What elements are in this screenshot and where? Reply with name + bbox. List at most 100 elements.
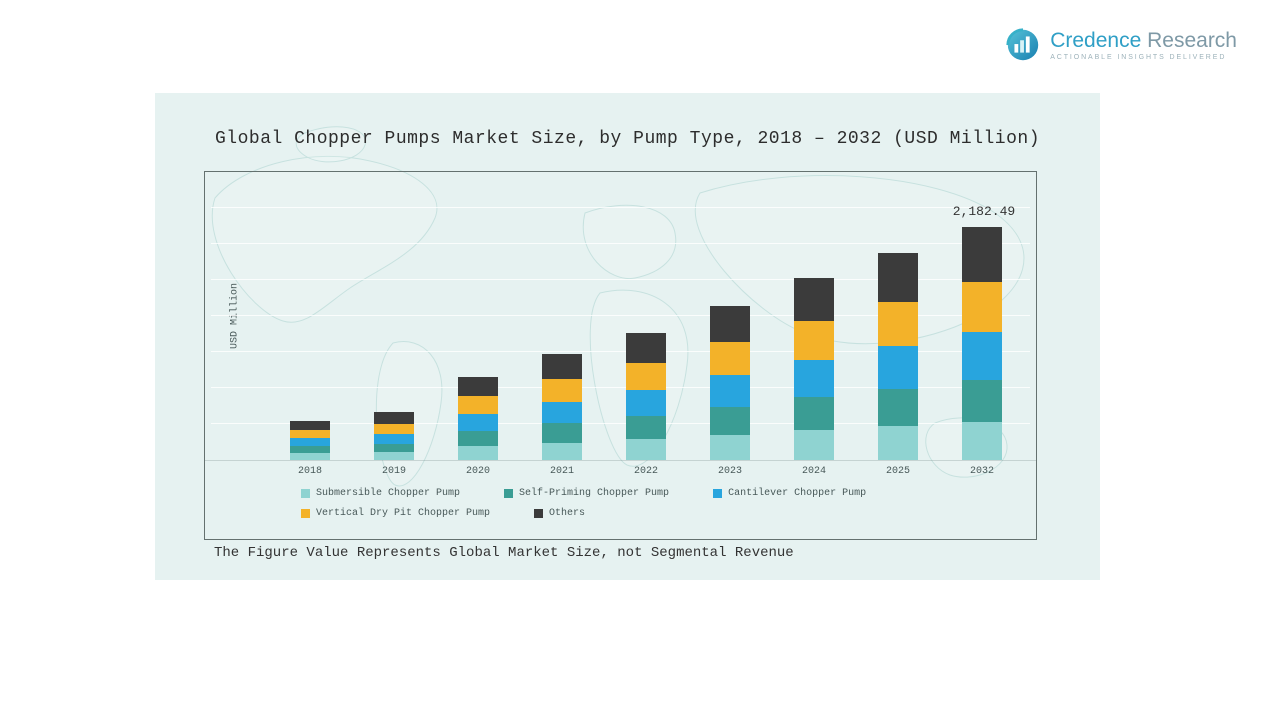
legend-swatch bbox=[301, 509, 310, 518]
x-tick-2023: 2023 bbox=[717, 466, 742, 477]
bar-segment-2018-others bbox=[290, 420, 330, 430]
bar-segment-2019-cantilever-chopper-pump bbox=[374, 433, 414, 444]
bar-segment-2018-submersible-chopper-pump bbox=[290, 453, 330, 460]
bar-segment-2024-self-priming-chopper-pump bbox=[794, 397, 834, 430]
chart-slide: Global Chopper Pumps Market Size, by Pum… bbox=[155, 93, 1100, 580]
bar-segment-2025-submersible-chopper-pump bbox=[878, 425, 918, 460]
bar-segment-2018-self-priming-chopper-pump bbox=[290, 446, 330, 454]
bar-segment-2019-others bbox=[374, 412, 414, 424]
bar-segment-2032-self-priming-chopper-pump bbox=[962, 379, 1002, 422]
legend-item-cantilever-chopper-pump: Cantilever Chopper Pump bbox=[713, 488, 866, 499]
plot-area: USD Million 2,182.49 Submersible Chopper… bbox=[204, 171, 1037, 540]
bar-segment-2022-submersible-chopper-pump bbox=[626, 439, 666, 460]
chart-legend: Submersible Chopper Pump Self-Priming Cho… bbox=[301, 488, 981, 519]
bar-2025 bbox=[878, 252, 918, 460]
bar-segment-2032-others bbox=[962, 227, 1002, 282]
bar-segment-2020-others bbox=[458, 376, 498, 397]
bar-segment-2024-cantilever-chopper-pump bbox=[794, 359, 834, 398]
x-tick-2025: 2025 bbox=[885, 466, 910, 477]
gridline bbox=[211, 315, 1030, 316]
legend-swatch bbox=[713, 489, 723, 498]
x-tick-2032: 2032 bbox=[969, 466, 994, 477]
legend-label: Others bbox=[549, 508, 586, 519]
bar-segment-2032-submersible-chopper-pump bbox=[962, 421, 1002, 460]
legend-item-vertical-dry-pit-chopper-pump: Vertical Dry Pit Chopper Pump bbox=[301, 508, 490, 519]
bar-2032 bbox=[962, 227, 1002, 460]
gridline bbox=[211, 387, 1030, 388]
bar-segment-2019-self-priming-chopper-pump bbox=[374, 443, 414, 453]
gridline bbox=[211, 207, 1030, 208]
bar-segment-2023-cantilever-chopper-pump bbox=[710, 375, 750, 407]
legend-label: Vertical Dry Pit Chopper Pump bbox=[316, 508, 491, 519]
bar-segment-2020-self-priming-chopper-pump bbox=[458, 431, 498, 447]
bar-segment-2023-others bbox=[710, 305, 750, 342]
x-tick-2020: 2020 bbox=[465, 466, 490, 477]
bar-segment-2021-submersible-chopper-pump bbox=[542, 442, 582, 460]
footnote: The Figure Value Represents Global Marke… bbox=[214, 545, 794, 561]
legend-item-submersible-chopper-pump: Submersible Chopper Pump bbox=[301, 488, 460, 499]
bar-segment-2020-vertical-dry-pit-chopper-pump bbox=[458, 396, 498, 415]
legend-swatch bbox=[301, 489, 310, 498]
brand-name-credence: Credence bbox=[1050, 29, 1142, 52]
bar-segment-2024-submersible-chopper-pump bbox=[794, 429, 834, 460]
gridline bbox=[211, 243, 1030, 244]
legend-label: Cantilever Chopper Pump bbox=[728, 488, 867, 499]
x-tick-2019: 2019 bbox=[381, 466, 406, 477]
logo-tagline: Actionable Insights Delivered bbox=[1050, 54, 1227, 61]
bar-segment-2018-cantilever-chopper-pump bbox=[290, 438, 330, 447]
bar-segment-2024-vertical-dry-pit-chopper-pump bbox=[794, 320, 834, 360]
chart-title: Global Chopper Pumps Market Size, by Pum… bbox=[214, 129, 1041, 149]
bar-segment-2022-vertical-dry-pit-chopper-pump bbox=[626, 362, 666, 391]
bar-segment-2023-submersible-chopper-pump bbox=[710, 434, 750, 460]
legend-label: Self-Priming Chopper Pump bbox=[519, 488, 670, 499]
logo-icon bbox=[1006, 28, 1039, 61]
bar-segment-2021-self-priming-chopper-pump bbox=[542, 423, 582, 443]
x-tick-2021: 2021 bbox=[549, 466, 574, 477]
bar-segment-2019-submersible-chopper-pump bbox=[374, 452, 414, 460]
bar-segment-2032-cantilever-chopper-pump bbox=[962, 331, 1002, 380]
bar-segment-2023-self-priming-chopper-pump bbox=[710, 406, 750, 435]
bars-layer: 2,182.49 bbox=[205, 172, 1036, 461]
logo-text: Credence Research Actionable Insights De… bbox=[1050, 29, 1237, 61]
legend-label: Submersible Chopper Pump bbox=[316, 488, 461, 499]
bar-segment-2021-cantilever-chopper-pump bbox=[542, 401, 582, 424]
bar-segment-2024-others bbox=[794, 277, 834, 321]
bar-2023 bbox=[710, 305, 750, 460]
legend-swatch bbox=[504, 489, 514, 498]
bar-2018 bbox=[290, 420, 330, 460]
gridline bbox=[211, 279, 1030, 280]
bar-segment-2019-vertical-dry-pit-chopper-pump bbox=[374, 423, 414, 434]
bar-segment-2032-vertical-dry-pit-chopper-pump bbox=[962, 281, 1002, 332]
bar-2020 bbox=[458, 376, 498, 460]
logo: Credence Research Actionable Insights De… bbox=[1004, 26, 1237, 64]
bar-2024 bbox=[794, 277, 834, 460]
legend-swatch bbox=[534, 509, 544, 518]
bar-2019 bbox=[374, 412, 414, 460]
bar-segment-2025-vertical-dry-pit-chopper-pump bbox=[878, 301, 918, 347]
bar-segment-2021-others bbox=[542, 354, 582, 379]
brand-name-research: Research bbox=[1147, 29, 1237, 52]
legend-item-others: Others bbox=[534, 508, 585, 519]
bar-segment-2022-cantilever-chopper-pump bbox=[626, 390, 666, 417]
x-tick-2018: 2018 bbox=[297, 466, 322, 477]
legend-item-self-priming-chopper-pump: Self-Priming Chopper Pump bbox=[504, 488, 669, 499]
bar-segment-2023-vertical-dry-pit-chopper-pump bbox=[710, 341, 750, 376]
bar-segment-2022-others bbox=[626, 333, 666, 363]
bar-segment-2021-vertical-dry-pit-chopper-pump bbox=[542, 378, 582, 402]
bar-segment-2020-submersible-chopper-pump bbox=[458, 446, 498, 460]
bar-segment-2025-cantilever-chopper-pump bbox=[878, 346, 918, 389]
bar-segment-2022-self-priming-chopper-pump bbox=[626, 416, 666, 440]
gridline bbox=[211, 351, 1030, 352]
bar-segment-2025-others bbox=[878, 252, 918, 302]
x-tick-2024: 2024 bbox=[801, 466, 826, 477]
bar-2022 bbox=[626, 333, 666, 460]
bar-segment-2020-cantilever-chopper-pump bbox=[458, 414, 498, 432]
bar-segment-2025-self-priming-chopper-pump bbox=[878, 388, 918, 426]
gridline bbox=[211, 423, 1030, 424]
bar-2021 bbox=[542, 354, 582, 460]
total-annotation: 2,182.49 bbox=[952, 204, 1016, 220]
x-tick-2022: 2022 bbox=[633, 466, 658, 477]
brand-name: Credence Research bbox=[1050, 29, 1237, 52]
bar-segment-2018-vertical-dry-pit-chopper-pump bbox=[290, 429, 330, 439]
